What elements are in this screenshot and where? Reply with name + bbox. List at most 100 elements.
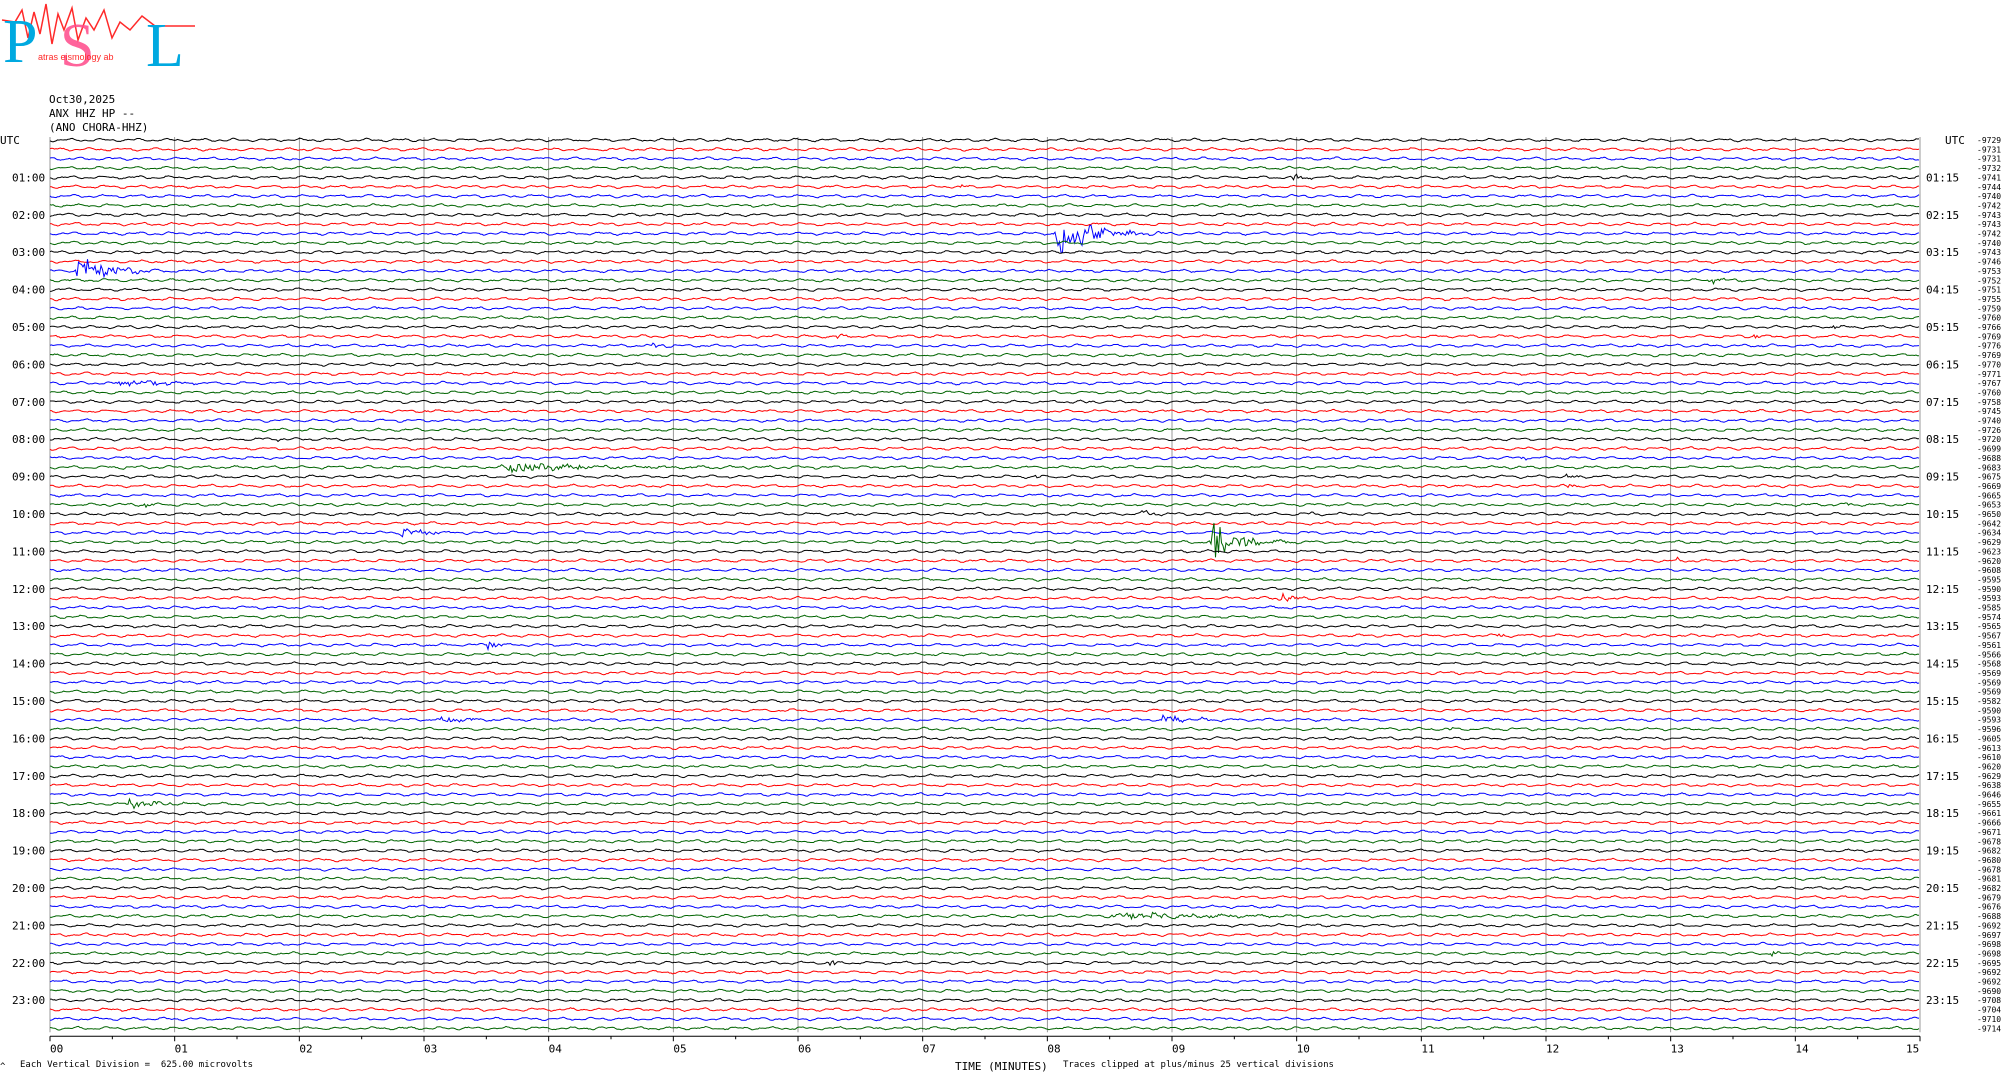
- left-hour-label: 08:00: [12, 433, 45, 446]
- trace-27: [49, 390, 1920, 395]
- trace-value: -9692: [1977, 978, 2001, 987]
- trace-73: [49, 820, 1920, 825]
- trace-52: [49, 623, 1920, 629]
- trace-value: -9769: [1977, 332, 2001, 341]
- left-hour-label: 13:00: [12, 620, 45, 633]
- x-tick-label: 05: [673, 1042, 686, 1055]
- x-tick-label: 15: [1906, 1042, 1919, 1055]
- trace-value: -9671: [1977, 828, 2001, 837]
- x-axis-label: TIME (MINUTES): [955, 1060, 1048, 1073]
- minute-gridlines: [49, 137, 1921, 1033]
- trace-93: [49, 1007, 1920, 1012]
- trace-4: [49, 173, 1920, 181]
- trace-30: [49, 418, 1920, 423]
- x-tick-label: 12: [1546, 1042, 1559, 1055]
- trace-value: -9743: [1977, 220, 2001, 229]
- trace-value: -9732: [1977, 164, 2001, 173]
- trace-24: [49, 362, 1920, 367]
- x-axis: 00 01 02 03 04 05 06 07 08 09 10 11 12 13 14 15: [49, 1035, 1921, 1055]
- trace-0: [49, 137, 1920, 143]
- x-tick-label: 09: [1172, 1042, 1185, 1055]
- trace-value: -9569: [1977, 678, 2001, 687]
- trace-54: [49, 641, 1920, 652]
- trace-76: [49, 848, 1920, 853]
- trace-1: [49, 146, 1920, 152]
- left-hour-label: 10:00: [12, 508, 45, 521]
- trace-75: [49, 838, 1920, 844]
- trace-value: -9634: [1977, 529, 2001, 538]
- left-hour-label: 18:00: [12, 807, 45, 820]
- left-hour-label: 02:00: [12, 209, 45, 222]
- trace-value: -9710: [1977, 1015, 2001, 1024]
- trace-value: -9769: [1977, 351, 2001, 360]
- right-hour-label: 16:15: [1926, 732, 1959, 745]
- trace-value: -9741: [1977, 173, 2001, 182]
- logo-subtext: atras eismology ab: [38, 52, 114, 62]
- trace-20: [49, 324, 1920, 330]
- station-label: ANX HHZ HP --: [49, 107, 136, 120]
- trace-26: [49, 380, 1920, 387]
- trace-19: [49, 315, 1920, 320]
- trace-value: -9704: [1977, 1006, 2001, 1015]
- right-hour-label: 23:15: [1926, 994, 1959, 1007]
- trace-value: -9676: [1977, 903, 2001, 912]
- trace-51: [49, 614, 1920, 620]
- trace-8: [49, 212, 1920, 218]
- trace-value: -9770: [1977, 360, 2001, 369]
- trace-43: [49, 522, 1920, 558]
- trace-95: [49, 1025, 1920, 1031]
- trace-32: [49, 436, 1920, 443]
- trace-5: [50, 184, 1920, 190]
- trace-67: [49, 764, 1919, 769]
- trace-value: -9698: [1977, 949, 2001, 958]
- left-hour-label: 23:00: [12, 994, 45, 1007]
- trace-value: -9653: [1977, 501, 2001, 510]
- trace-value: -9669: [1977, 482, 2001, 491]
- trace-23: [49, 352, 1919, 358]
- right-hour-label: 05:15: [1926, 321, 1959, 334]
- trace-value: -9568: [1977, 660, 2001, 669]
- trace-9: [49, 221, 1920, 227]
- trace-60: [49, 698, 1920, 704]
- left-hour-label: 20:00: [12, 882, 45, 895]
- left-hour-label: 17:00: [12, 770, 45, 783]
- trace-58: [49, 679, 1920, 685]
- trace-value: -9740: [1977, 239, 2001, 248]
- trace-value: -9629: [1977, 772, 2001, 781]
- logo-letter-l: L: [146, 12, 184, 80]
- left-hour-labels: 01:00 02:00 03:00 04:00 05:00 06:00 07:00 08:00…: [12, 171, 45, 1007]
- trace-45: [49, 556, 1920, 564]
- trace-value: -9755: [1977, 295, 2001, 304]
- trace-21: [49, 333, 1920, 340]
- trace-value: -9569: [1977, 669, 2001, 678]
- trace-35: [49, 463, 1920, 474]
- trace-50: [49, 605, 1920, 610]
- trace-39: [49, 502, 1920, 509]
- trace-value: -9565: [1977, 622, 2001, 631]
- trace-value: -9720: [1977, 435, 2001, 444]
- x-tick-label: 06: [798, 1042, 811, 1055]
- x-tick-label: 04: [549, 1042, 563, 1055]
- trace-56: [49, 661, 1920, 666]
- trace-90: [49, 979, 1919, 984]
- trace-22: [49, 342, 1920, 349]
- trace-value: -9582: [1977, 697, 2001, 706]
- trace-91: [49, 988, 1920, 994]
- x-tick-label: 10: [1297, 1042, 1310, 1055]
- trace-46: [49, 567, 1920, 573]
- trace-value: -9605: [1977, 734, 2001, 743]
- trace-2: [49, 156, 1920, 162]
- trace-57: [49, 670, 1920, 676]
- trace-16: [49, 287, 1920, 292]
- trace-74: [50, 829, 1920, 835]
- right-hour-label: 11:15: [1926, 545, 1959, 558]
- right-trace-values: -9729-9731-9731-9732-9741-9744-9740-9742…: [1977, 136, 2001, 1033]
- right-hour-label: 09:15: [1926, 471, 1959, 484]
- trace-66: [49, 754, 1920, 760]
- trace-82: [49, 904, 1920, 910]
- left-hour-label: 03:00: [12, 246, 45, 259]
- trace-81: [49, 894, 1920, 900]
- left-hour-label: 21:00: [12, 919, 45, 932]
- trace-value: -9740: [1977, 417, 2001, 426]
- left-hour-label: 11:00: [12, 545, 45, 558]
